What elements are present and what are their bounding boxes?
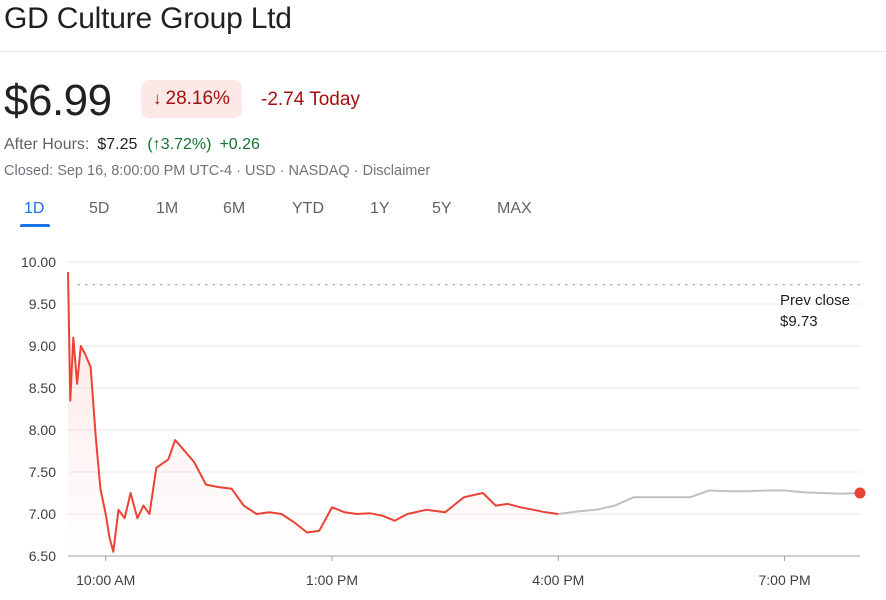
latest-price-marker xyxy=(854,487,866,499)
tab-ytd[interactable]: YTD xyxy=(292,200,324,217)
after-hours-price: $7.25 xyxy=(97,136,138,153)
header-divider xyxy=(0,51,886,52)
tab-1m[interactable]: 1M xyxy=(156,200,179,217)
market-status-line: Closed: Sep 16, 8:00:00 PM UTC-4 · USD ·… xyxy=(4,163,431,179)
y-axis-labels: 10.00 9.50 9.00 8.50 8.00 7.50 7.00 6.50 xyxy=(21,254,56,564)
time-range-tabs: 1D 5D 1M 6M YTD 1Y 5Y MAX xyxy=(0,196,600,228)
change-today: -2.74 Today xyxy=(261,89,360,110)
current-price: $6.99 xyxy=(4,76,112,125)
x-tick-label: 1:00 PM xyxy=(306,572,358,588)
y-tick-label: 8.00 xyxy=(29,422,56,438)
tab-1y[interactable]: 1Y xyxy=(370,200,390,217)
x-tick-label: 4:00 PM xyxy=(532,572,584,588)
price-series xyxy=(67,272,866,556)
prev-close-group: Prev close $9.73 xyxy=(77,284,861,330)
tab-6m[interactable]: 6M xyxy=(223,200,246,217)
tab-5d[interactable]: 5D xyxy=(89,200,110,217)
tab-5y[interactable]: 5Y xyxy=(432,200,452,217)
y-tick-label: 8.50 xyxy=(29,380,56,396)
after-hours-row: After Hours: $7.25 (↑3.72%) +0.26 xyxy=(4,136,260,154)
prev-close-label: Prev close xyxy=(780,292,850,309)
y-tick-label: 7.50 xyxy=(29,464,56,480)
regular-session-line xyxy=(67,272,559,553)
y-tick-label: 7.00 xyxy=(29,506,56,522)
x-tick-label: 7:00 PM xyxy=(759,572,811,588)
tab-1d[interactable]: 1D xyxy=(24,200,45,217)
after-hours-change: +0.26 xyxy=(219,136,260,153)
change-percent-badge: ↓ 28.16% xyxy=(141,80,242,118)
y-tick-label: 6.50 xyxy=(29,548,56,564)
tab-max[interactable]: MAX xyxy=(497,200,532,217)
regular-session-fill xyxy=(68,272,559,556)
after-hours-line xyxy=(558,489,861,515)
x-axis-labels: 10:00 AM 1:00 PM 4:00 PM 7:00 PM xyxy=(76,556,811,588)
prev-close-value: $9.73 xyxy=(780,313,818,330)
y-tick-label: 9.50 xyxy=(29,296,56,312)
y-tick-label: 10.00 xyxy=(21,254,56,270)
change-percent-value: 28.16% xyxy=(165,88,230,109)
arrow-down-icon: ↓ xyxy=(153,89,162,108)
x-tick-label: 10:00 AM xyxy=(76,572,135,588)
company-name-title: GD Culture Group Ltd xyxy=(4,2,292,35)
y-tick-label: 9.00 xyxy=(29,338,56,354)
after-hours-label: After Hours: xyxy=(4,136,90,153)
after-hours-percent: (↑3.72%) xyxy=(147,136,212,153)
active-tab-indicator xyxy=(20,224,50,227)
